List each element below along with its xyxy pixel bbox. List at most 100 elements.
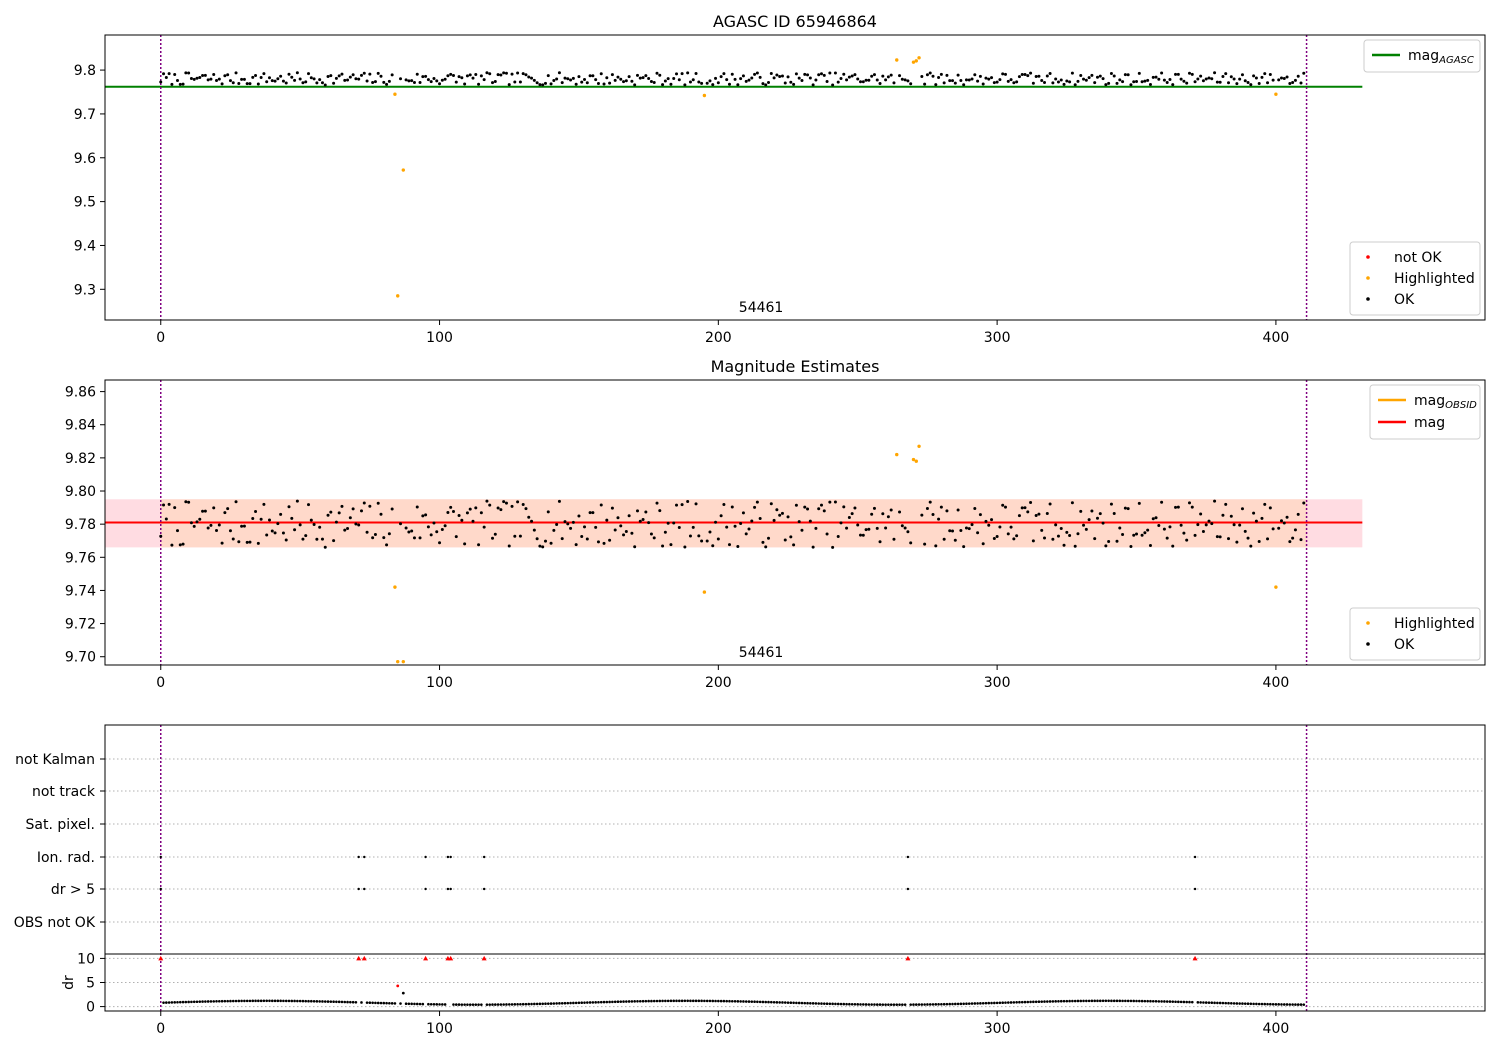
dr-point xyxy=(583,1001,586,1004)
flag-point xyxy=(449,887,452,891)
ok-point xyxy=(254,509,258,513)
ok-point xyxy=(967,527,971,531)
dr-point xyxy=(499,1003,503,1006)
dr-point xyxy=(722,999,726,1003)
dr-point xyxy=(714,999,717,1003)
ok-point xyxy=(348,516,352,520)
ok-point xyxy=(1165,536,1169,540)
ok-point xyxy=(984,519,988,523)
ok-point xyxy=(524,73,528,77)
ok-point xyxy=(424,513,428,517)
dr-point xyxy=(1282,1003,1286,1006)
flag-point xyxy=(446,855,450,859)
ok-point xyxy=(644,510,648,514)
ok-point xyxy=(942,81,946,85)
dr-point xyxy=(803,1001,807,1005)
dr-point xyxy=(1032,1000,1035,1004)
ok-point xyxy=(502,71,506,75)
ok-point xyxy=(1012,81,1016,85)
ok-point xyxy=(680,503,684,507)
ok-point xyxy=(719,514,723,518)
dr-point xyxy=(290,999,294,1003)
ok-point xyxy=(610,506,614,510)
ok-point xyxy=(234,71,238,75)
ok-point xyxy=(1165,81,1169,85)
legend-point-swatch xyxy=(1366,642,1370,646)
ok-point xyxy=(822,73,826,77)
ok-point xyxy=(530,519,534,523)
flag-point xyxy=(482,887,486,891)
y-tick-label: 9.3 xyxy=(74,282,96,298)
ok-point xyxy=(1254,76,1258,80)
dr-point xyxy=(1001,1001,1004,1005)
dr-point xyxy=(725,999,728,1003)
ok-point xyxy=(1112,511,1116,515)
dr-point xyxy=(1232,1002,1236,1005)
ok-point xyxy=(591,511,595,515)
y-tick-label: 9.86 xyxy=(65,385,96,401)
dr-point xyxy=(1190,1000,1194,1004)
ok-point xyxy=(978,74,982,78)
dr-point xyxy=(1046,1000,1049,1003)
ok-point xyxy=(605,518,609,522)
dr-point xyxy=(895,1003,899,1006)
dr-point xyxy=(192,1000,196,1004)
ok-point xyxy=(390,507,394,511)
dr-point xyxy=(1076,999,1080,1003)
ok-point xyxy=(312,522,316,526)
ok-point xyxy=(362,501,366,505)
ok-point xyxy=(769,71,773,75)
ok-point xyxy=(981,542,985,546)
dr-point xyxy=(343,1000,347,1004)
ok-point xyxy=(953,538,957,542)
ok-point xyxy=(878,540,882,544)
ok-point xyxy=(853,73,857,77)
ok-point xyxy=(504,501,508,505)
ok-point xyxy=(923,542,927,546)
ok-point xyxy=(786,515,790,519)
ok-point xyxy=(357,77,361,81)
highlighted-point xyxy=(393,585,397,589)
highlighted-point xyxy=(401,168,406,172)
ok-point xyxy=(357,523,361,527)
ok-point xyxy=(1201,529,1205,533)
ok-point xyxy=(599,72,603,76)
dr-point xyxy=(519,1002,522,1006)
ok-point xyxy=(1093,537,1097,541)
ok-point xyxy=(1023,506,1027,510)
ok-point xyxy=(1210,522,1214,526)
dr-point xyxy=(641,999,645,1003)
ok-point xyxy=(1279,76,1283,80)
dr-point xyxy=(1062,999,1066,1003)
ok-point xyxy=(1140,80,1144,84)
y-tick-label: 9.82 xyxy=(65,451,96,467)
dr-point xyxy=(552,1002,556,1005)
ok-point xyxy=(254,73,258,77)
ok-point xyxy=(1135,79,1139,83)
ok-point xyxy=(1232,523,1236,527)
ok-point xyxy=(379,512,383,516)
dr-point xyxy=(984,1001,988,1005)
ok-point xyxy=(167,72,171,76)
x-tick-label: 300 xyxy=(984,330,1011,346)
dr-point xyxy=(1034,1000,1038,1004)
dr-point xyxy=(1023,1000,1027,1004)
dr-point xyxy=(538,1002,542,1006)
ok-point xyxy=(1143,531,1147,535)
ok-point xyxy=(619,77,623,81)
flag-point xyxy=(906,855,910,859)
ok-point xyxy=(226,507,230,511)
legend-point-label: OK xyxy=(1394,637,1415,653)
ok-point xyxy=(1218,80,1222,84)
dr-point xyxy=(201,1000,204,1003)
ok-point xyxy=(1051,81,1055,85)
ok-point xyxy=(293,528,297,532)
dr-point xyxy=(1243,1002,1247,1005)
ok-point xyxy=(493,532,497,536)
dr-point xyxy=(1124,999,1127,1003)
ok-point xyxy=(1227,537,1231,541)
ok-point xyxy=(608,81,612,85)
ok-point xyxy=(175,79,179,83)
ok-point xyxy=(616,75,620,79)
ok-point xyxy=(415,72,419,76)
